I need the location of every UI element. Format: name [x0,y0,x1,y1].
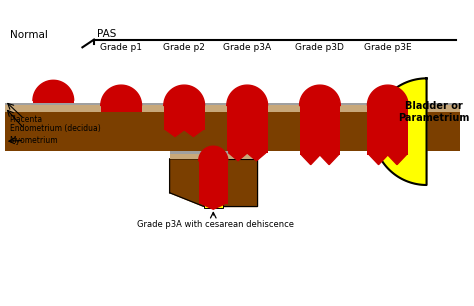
Bar [33,101,73,103]
Bar [170,151,257,154]
Bar [367,106,408,155]
Bar [300,106,340,155]
Polygon shape [164,85,205,106]
Text: Grade p2: Grade p2 [163,43,205,52]
Polygon shape [166,122,202,136]
Polygon shape [221,159,257,206]
Polygon shape [170,159,204,206]
Bar [227,106,267,153]
Polygon shape [367,85,408,106]
Text: Grade p3A with cesarean dehiscence: Grade p3A with cesarean dehiscence [137,220,294,229]
Text: PAS: PAS [97,29,116,39]
Polygon shape [373,78,427,185]
Text: Bladder or
Parametrium: Bladder or Parametrium [399,102,470,123]
Bar [5,112,459,151]
Polygon shape [101,85,142,106]
Polygon shape [199,146,228,161]
Bar [170,154,257,159]
Text: Placenta: Placenta [9,114,43,124]
Text: Grade p1: Grade p1 [100,43,142,52]
Bar [199,161,228,204]
Polygon shape [300,85,340,106]
Text: Myometrium: Myometrium [9,136,58,145]
Text: Grade p3A: Grade p3A [223,43,271,52]
Text: Grade p3E: Grade p3E [364,43,411,52]
Text: Grade p3D: Grade p3D [295,43,344,52]
Polygon shape [229,145,265,161]
Text: Endometrium (decidua): Endometrium (decidua) [9,124,100,133]
Text: Normal: Normal [9,30,47,40]
Polygon shape [33,80,73,101]
Polygon shape [301,147,338,165]
Bar [204,204,223,208]
Polygon shape [202,197,224,209]
Bar [5,106,459,112]
Polygon shape [369,147,406,165]
Bar [101,106,142,112]
Bar [164,106,205,130]
Polygon shape [227,85,267,106]
Bar [5,103,459,106]
